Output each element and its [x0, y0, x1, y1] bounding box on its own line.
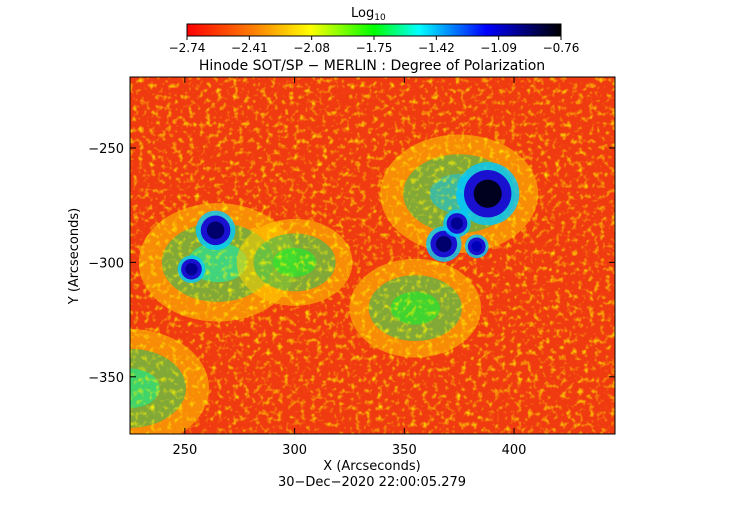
- x-axis-ticks: 250 300 350 400: [172, 77, 526, 458]
- chart-title: Hinode SOT/SP − MERLIN : Degree of Polar…: [199, 58, 545, 74]
- y-tick-label: −250: [88, 142, 124, 157]
- colorbar: [186, 23, 562, 37]
- sunspot-umbra: [473, 179, 502, 208]
- colorbar-ticks: −2.74 −2.41 −2.08 −1.75 −1.42 −1.09 −0.76: [169, 36, 580, 55]
- x-tick-label: 300: [282, 443, 307, 458]
- granulation-texture: [130, 77, 615, 434]
- x-tick-label: 250: [172, 443, 197, 458]
- y-tick-label: −350: [88, 371, 124, 386]
- colorbar-tick-label: −1.42: [418, 41, 455, 55]
- colorbar-tick-label: −0.76: [543, 41, 580, 55]
- colorbar-label: Log10: [351, 6, 386, 23]
- y-tick-label: −300: [88, 256, 124, 271]
- colorbar-tick-label: −2.08: [293, 41, 330, 55]
- timestamp: 30−Dec−2020 22:00:05.279: [278, 475, 466, 490]
- sunspot-layer: [177, 162, 520, 284]
- x-tick-label: 400: [502, 443, 527, 458]
- x-axis-label: X (Arcseconds): [323, 459, 420, 474]
- colorbar-tick-label: −2.41: [231, 41, 268, 55]
- sunspot-umbra: [450, 217, 464, 230]
- plot-frame: [129, 76, 616, 435]
- colorbar-tick-label: −1.75: [356, 41, 393, 55]
- sunspot-umbra: [435, 236, 452, 252]
- y-axis-ticks: −250 −300 −350: [88, 142, 615, 386]
- y-axis-label: Y (Arcseconds): [67, 208, 82, 305]
- x-tick-label: 350: [392, 443, 417, 458]
- colorbar-tick-label: −2.74: [169, 41, 206, 55]
- sunspot-umbra: [471, 241, 483, 252]
- heatmap-area: [130, 77, 615, 434]
- colorbar-tick-label: −1.09: [480, 41, 517, 55]
- sunspot-umbra: [185, 263, 198, 276]
- sunspot-umbra: [206, 221, 225, 240]
